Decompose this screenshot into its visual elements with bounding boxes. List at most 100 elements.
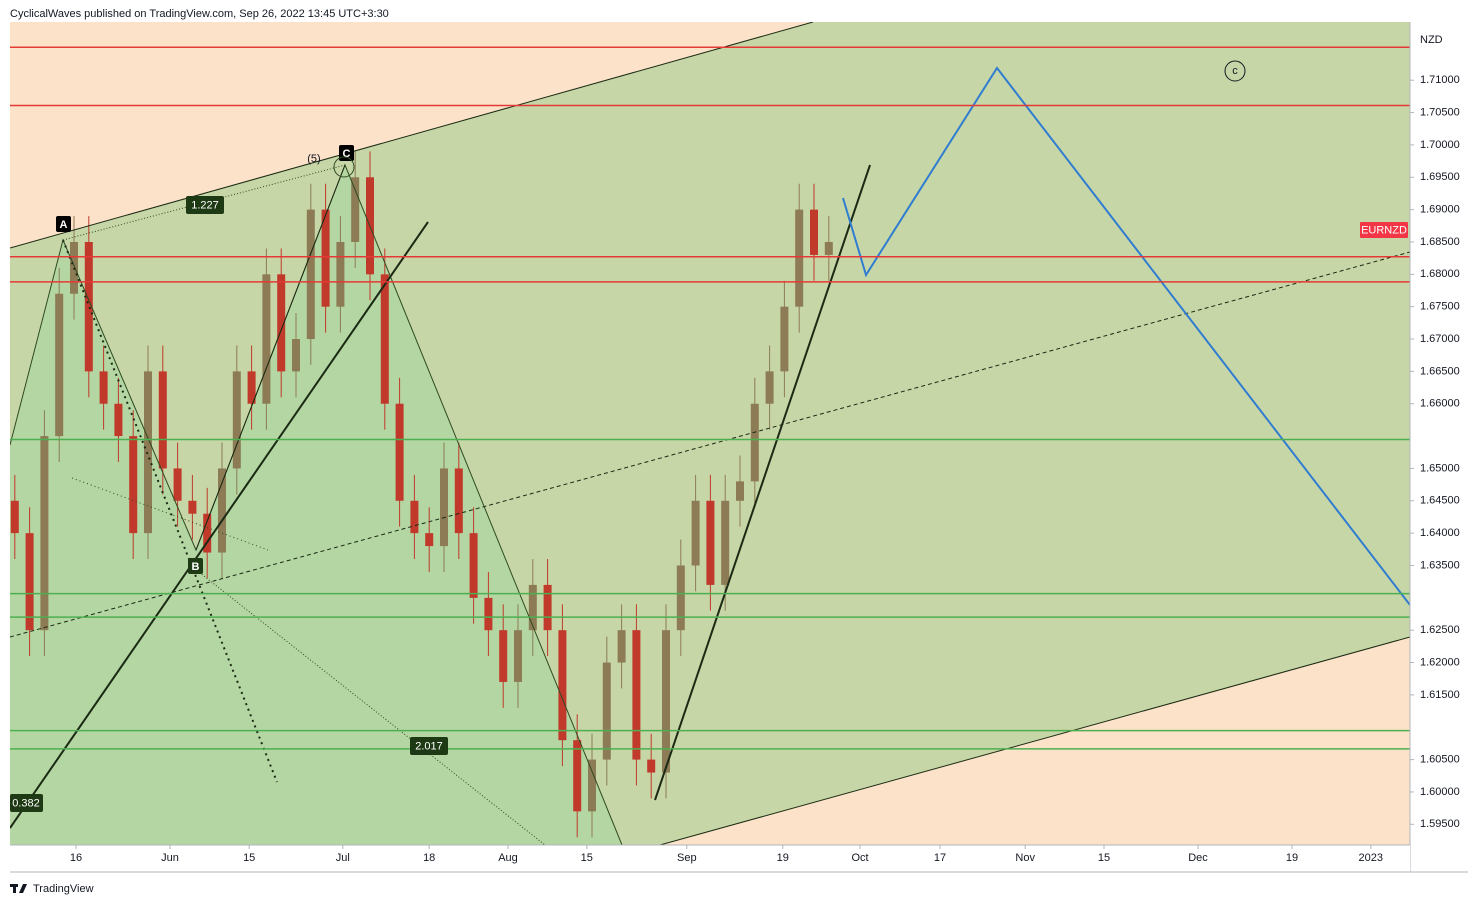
candle-body (499, 630, 508, 682)
trendline (654, 164, 871, 801)
candle-body (247, 371, 256, 404)
y-tick-label: 1.65000 (1420, 462, 1460, 474)
channel-lower (659, 636, 1410, 845)
y-tick-label: 1.61500 (1420, 689, 1460, 701)
candle-body (262, 274, 271, 404)
candle-body (306, 209, 315, 340)
candle-body (10, 500, 19, 534)
dotted-line (62, 239, 278, 783)
candle-body (824, 241, 833, 255)
wave-circle (333, 156, 355, 178)
y-tick-label: 1.70000 (1420, 139, 1460, 151)
y-tick-label: 1.64500 (1420, 495, 1460, 507)
candle-body (721, 500, 730, 585)
time-axis (10, 845, 1410, 872)
y-tick-label: 1.69500 (1420, 171, 1460, 183)
candle-body (440, 468, 448, 547)
y-tick-label: 1.68000 (1420, 268, 1460, 280)
candle-body (173, 468, 182, 501)
candle-body (203, 513, 212, 553)
candle-body (99, 371, 108, 404)
candle-body (676, 565, 685, 631)
candle-body (144, 371, 152, 534)
currency-label: NZD (1420, 34, 1443, 46)
candle-body (425, 533, 434, 547)
candle-body (40, 436, 49, 631)
x-tick-label: Oct (851, 852, 868, 864)
candle-body (543, 584, 552, 631)
candle-body (588, 759, 596, 812)
candle-body (469, 533, 478, 598)
candle-body (573, 740, 582, 812)
candle-body (129, 436, 138, 534)
logo-part (19, 884, 27, 893)
drawings-front (10, 22, 1410, 845)
candle-body (277, 274, 286, 372)
y-tick-label: 1.67000 (1420, 333, 1460, 345)
candle-body (158, 371, 167, 469)
y-tick-label: 1.60000 (1420, 786, 1460, 798)
x-tick-label: 19 (1286, 852, 1298, 864)
x-tick-label: Aug (498, 852, 518, 864)
candle-body (528, 584, 537, 631)
candle-body (188, 500, 197, 514)
annotations: A B C (5) c 1.227 2.017 0.382 (10, 60, 1246, 812)
candle-body (662, 630, 670, 773)
fib-label: 1.227 (191, 199, 219, 211)
y-tick-label: 1.62000 (1420, 656, 1460, 668)
y-tick-label: 1.70500 (1420, 106, 1460, 118)
candle-body (380, 274, 389, 404)
label-box (56, 216, 71, 232)
candle-body (691, 500, 700, 566)
x-tick-label: Sep (677, 852, 697, 864)
candle-body (514, 630, 522, 682)
fib-box (410, 737, 448, 755)
candle-body (114, 403, 123, 437)
wave-label: B (192, 561, 200, 573)
y-tick-label: 1.62500 (1420, 624, 1460, 636)
y-tick-label: 1.66500 (1420, 365, 1460, 377)
candle-body (765, 371, 774, 404)
dotted-line (62, 164, 346, 241)
candle-body (25, 533, 34, 631)
wave-label: C (343, 148, 351, 160)
drawings-back (10, 22, 1410, 845)
fib-box (10, 794, 43, 812)
symbol-label: EURNZD (1361, 224, 1407, 236)
y-tick-label: 1.69000 (1420, 204, 1460, 216)
candle-body (232, 371, 241, 469)
candle-body (780, 306, 789, 372)
candle-body (84, 241, 93, 372)
x-tick-label: Dec (1188, 852, 1208, 864)
candle-body (617, 630, 626, 663)
wave-label: A (60, 219, 68, 231)
candle-body (410, 500, 419, 534)
y-tick-label: 1.63500 (1420, 559, 1460, 571)
wave-label: (5) (307, 153, 320, 165)
candle-body (454, 468, 463, 534)
x-tick-label: 15 (243, 852, 255, 864)
dotted-line (71, 477, 269, 551)
fib-box (186, 196, 224, 214)
y-tick-label: 1.60500 (1420, 754, 1460, 766)
fib-label: 2.017 (415, 740, 443, 752)
candle-body (602, 662, 611, 760)
wave-label: c (1232, 65, 1238, 77)
candle-body (810, 209, 818, 255)
footer-logo (10, 884, 27, 893)
candle-body (632, 630, 641, 760)
x-tick-label: 18 (423, 852, 435, 864)
candle-body (292, 339, 300, 372)
x-tick-label: Jul (336, 852, 350, 864)
symbol-tag (1360, 222, 1408, 238)
projection-path (842, 66, 1410, 606)
abc-fill (10, 165, 622, 845)
y-tick-label: 1.59500 (1420, 818, 1460, 830)
footer-brand: TradingView (33, 883, 94, 895)
axis-labels: 1.71000 1.70500 1.70000 1.69500 1.69000 1.685… (70, 74, 1460, 864)
candle-body (70, 241, 78, 294)
candle-body (484, 597, 493, 631)
publish-header: CyclicalWaves published on TradingView.c… (10, 8, 389, 20)
candle-body (558, 630, 567, 741)
wave-circle (1224, 60, 1246, 82)
